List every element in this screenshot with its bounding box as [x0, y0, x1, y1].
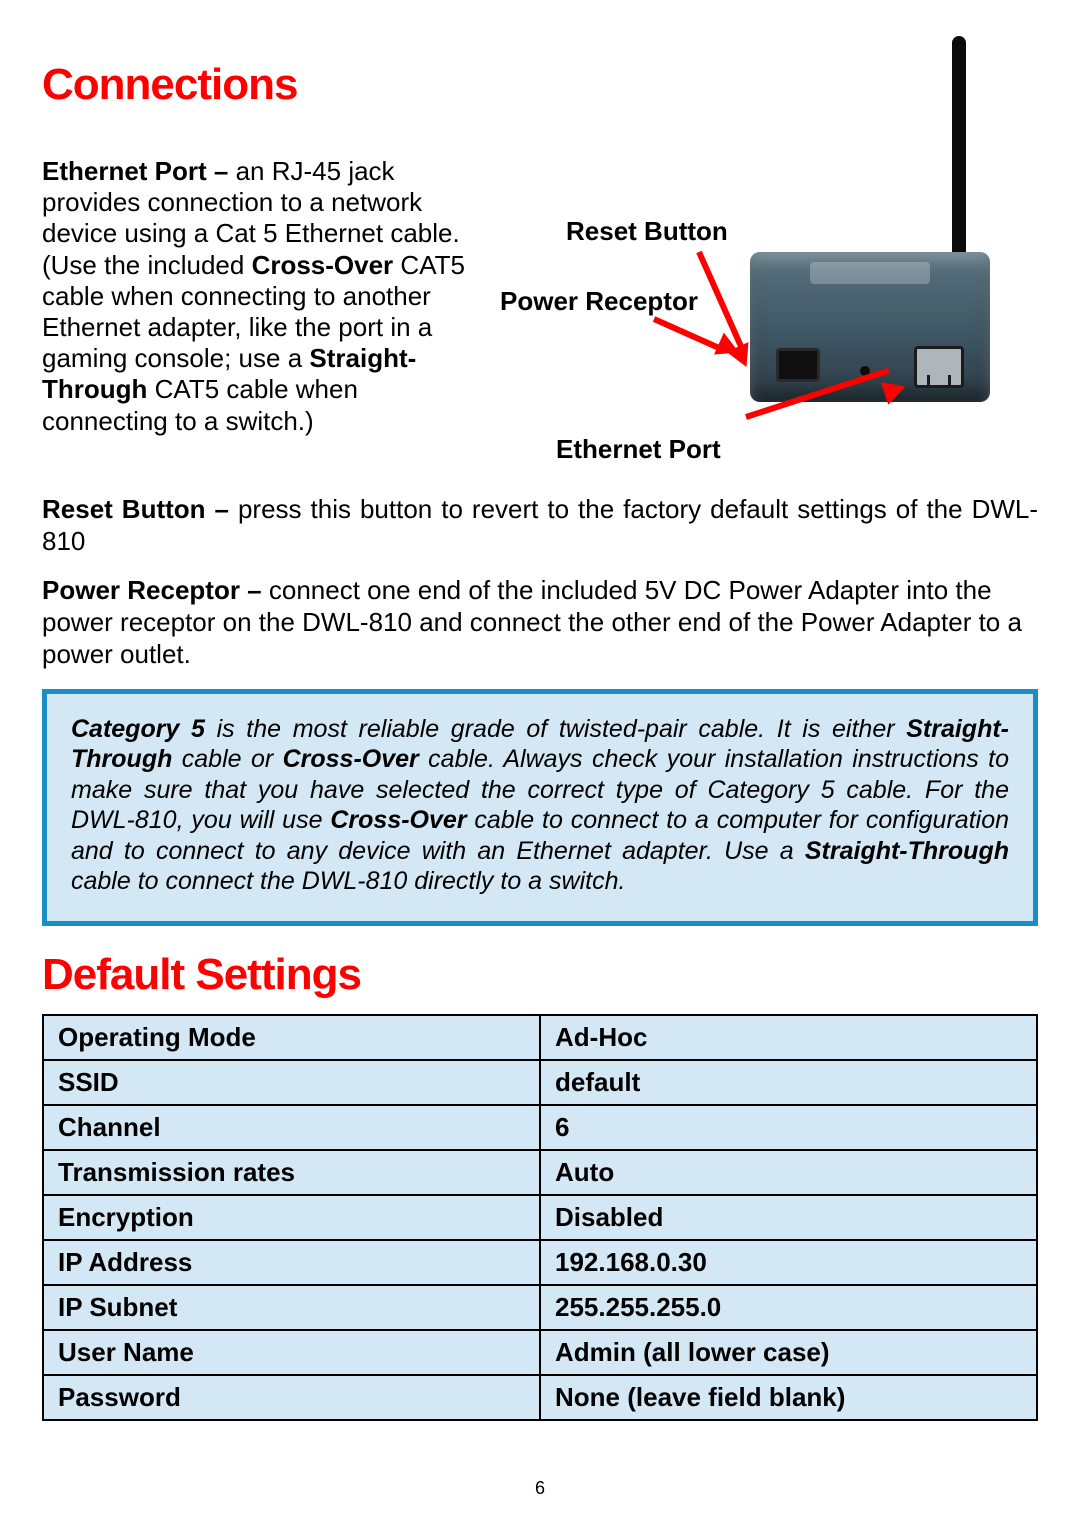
heading-connections: Connections	[42, 60, 1038, 110]
b: Category 5	[71, 715, 205, 743]
cell-key: SSID	[43, 1060, 540, 1105]
cell-key: User Name	[43, 1330, 540, 1375]
t: cable to connect the DWL-810 directly to…	[71, 867, 625, 895]
table-row: IP Subnet255.255.255.0	[43, 1285, 1037, 1330]
ethernet-port-icon	[914, 346, 964, 388]
table-row: SSIDdefault	[43, 1060, 1037, 1105]
cell-key: IP Address	[43, 1240, 540, 1285]
t: is the most reliable grade of twisted-pa…	[205, 715, 906, 743]
cell-key: IP Subnet	[43, 1285, 540, 1330]
table-row: PasswordNone (leave field blank)	[43, 1375, 1037, 1420]
cell-val: 6	[540, 1105, 1037, 1150]
cell-key: Encryption	[43, 1195, 540, 1240]
cell-key: Password	[43, 1375, 540, 1420]
label-power-receptor: Power Receptor	[500, 286, 698, 317]
cell-key: Operating Mode	[43, 1015, 540, 1060]
cell-val: default	[540, 1060, 1037, 1105]
default-settings-table: Operating ModeAd-Hoc SSIDdefault Channel…	[42, 1014, 1038, 1421]
table-row: Operating ModeAd-Hoc	[43, 1015, 1037, 1060]
para-power: Power Receptor – connect one end of the …	[42, 575, 1038, 670]
cell-val: Disabled	[540, 1195, 1037, 1240]
top-row: Ethernet Port – an RJ-45 jack provides c…	[42, 156, 1038, 476]
cell-val: Auto	[540, 1150, 1037, 1195]
arrow-line-icon	[653, 316, 723, 352]
page-number: 6	[0, 1478, 1080, 1499]
cell-key: Channel	[43, 1105, 540, 1150]
table-row: Channel6	[43, 1105, 1037, 1150]
para-reset: Reset Button – press this button to reve…	[42, 494, 1038, 557]
label-reset-button: Reset Button	[566, 216, 728, 247]
table-row: Transmission ratesAuto	[43, 1150, 1037, 1195]
power-port-icon	[776, 348, 820, 382]
cell-val: Ad-Hoc	[540, 1015, 1037, 1060]
cell-key: Transmission rates	[43, 1150, 540, 1195]
heading-default-settings: Default Settings	[42, 950, 1038, 1000]
cell-val: None (leave field blank)	[540, 1375, 1037, 1420]
lead-reset: Reset Button –	[42, 494, 238, 524]
table-row: EncryptionDisabled	[43, 1195, 1037, 1240]
cell-val: 255.255.255.0	[540, 1285, 1037, 1330]
t: cable or	[172, 745, 282, 773]
b: Cross-Over	[252, 250, 394, 280]
label-ethernet-port: Ethernet Port	[556, 434, 721, 465]
b: Cross-Over	[330, 806, 466, 834]
table-row: User NameAdmin (all lower case)	[43, 1330, 1037, 1375]
table-row: IP Address192.168.0.30	[43, 1240, 1037, 1285]
b: Straight-Through	[805, 837, 1009, 865]
antenna-icon	[952, 36, 966, 276]
lead-power: Power Receptor –	[42, 575, 269, 605]
device-diagram: Reset Button Power Receptor Ethernet Por…	[496, 156, 1038, 476]
cell-val: 192.168.0.30	[540, 1240, 1037, 1285]
para-ethernet: Ethernet Port – an RJ-45 jack provides c…	[42, 156, 482, 476]
info-box-cat5: Category 5 is the most reliable grade of…	[42, 689, 1038, 926]
b: Cross-Over	[283, 745, 419, 773]
lead-ethernet: Ethernet Port –	[42, 156, 236, 186]
cell-val: Admin (all lower case)	[540, 1330, 1037, 1375]
